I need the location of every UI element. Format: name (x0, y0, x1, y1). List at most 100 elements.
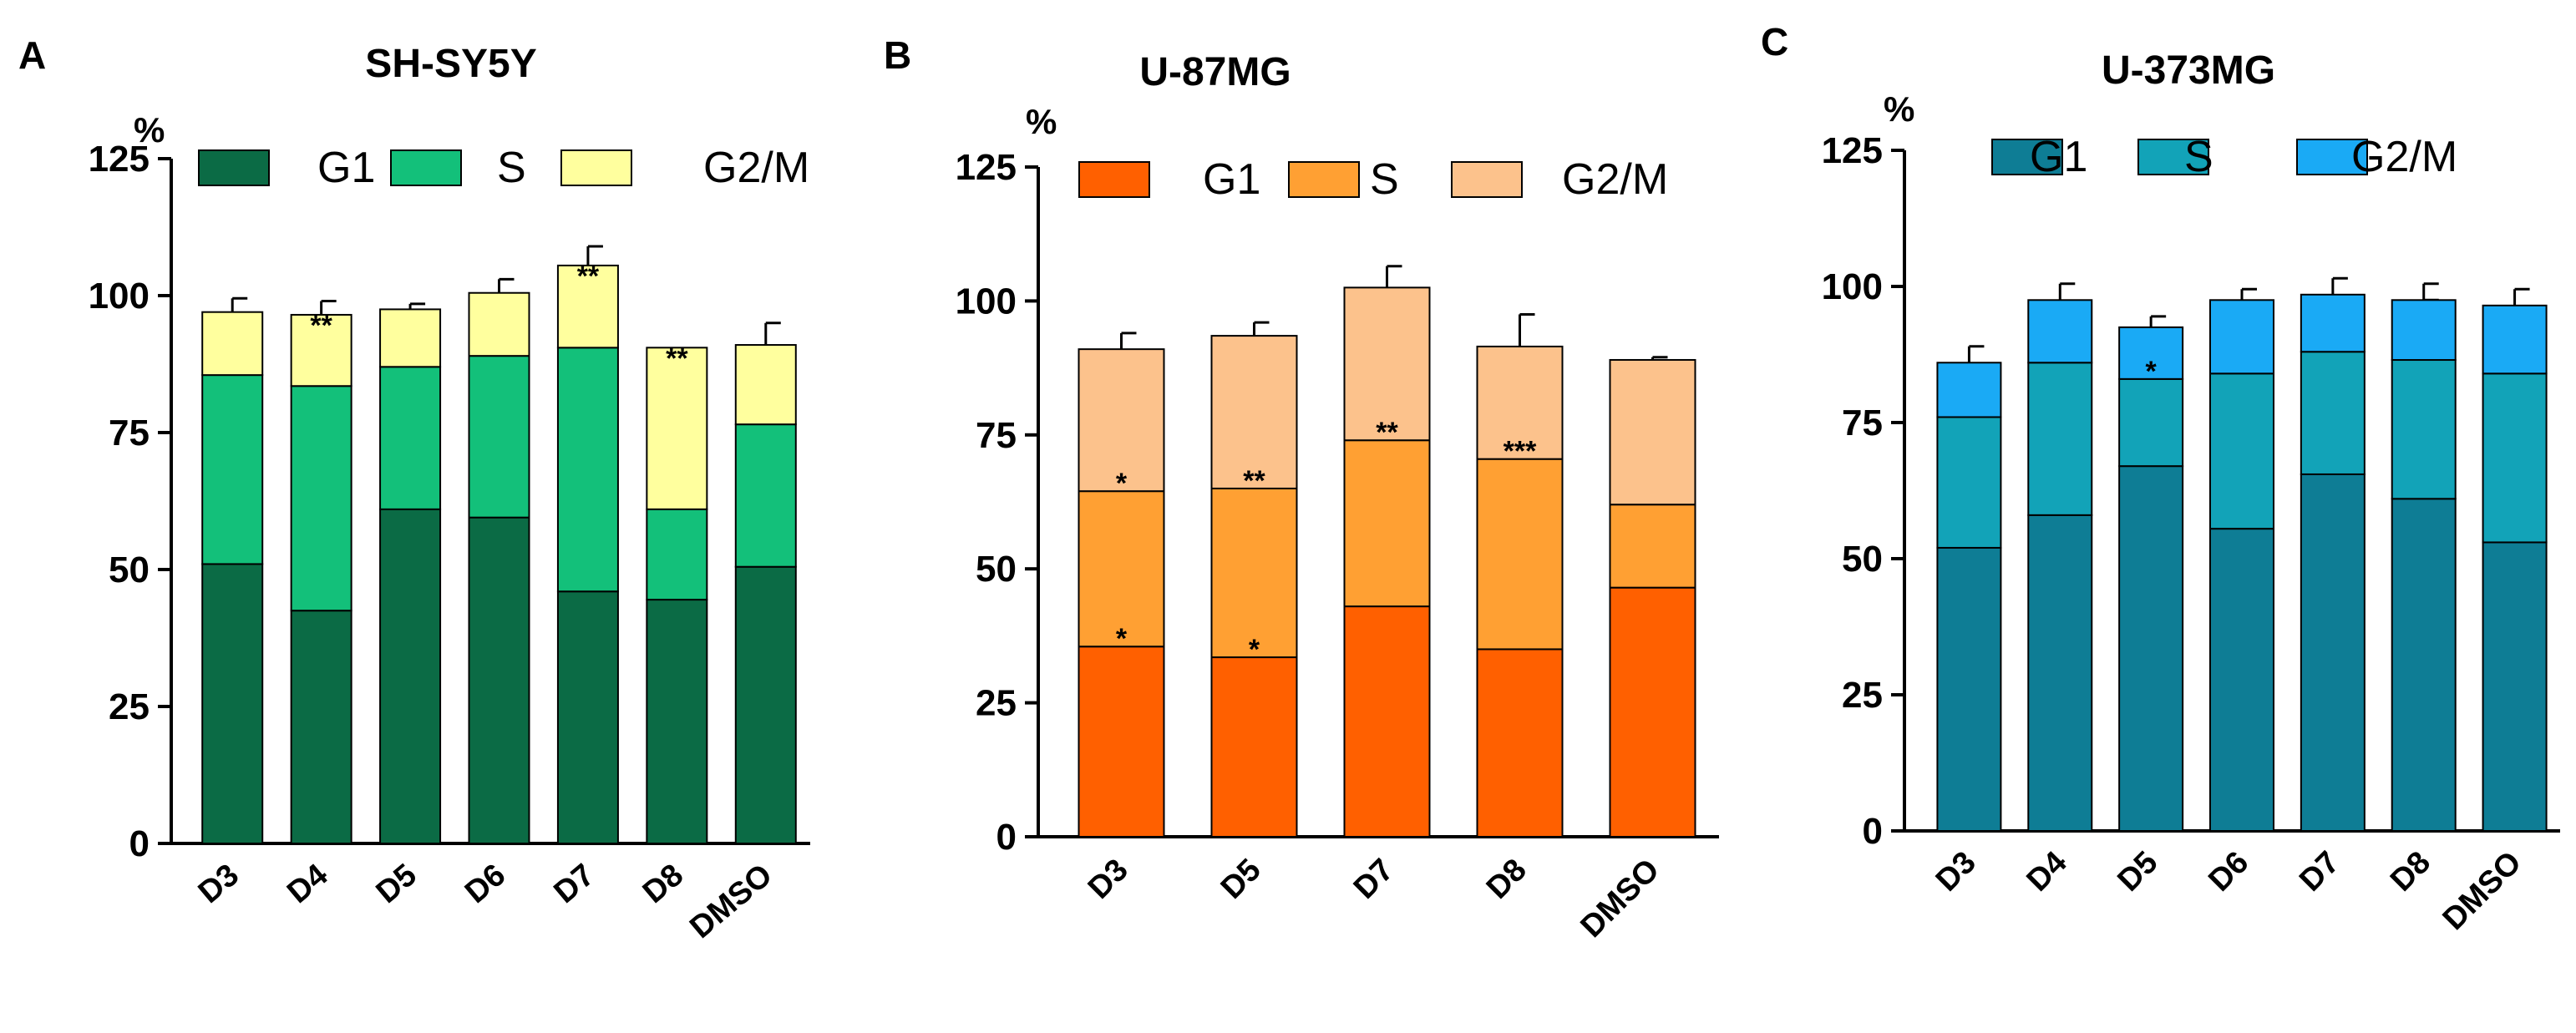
panel-letter: B (884, 33, 911, 77)
bar-s-d8 (646, 508, 708, 601)
panel-letter: C (1761, 20, 1788, 63)
bar-s-d3 (1936, 416, 2002, 549)
bar-g2m-d3 (1936, 362, 2002, 418)
bar-g1-d4 (2027, 514, 2093, 833)
bar-s-d5 (379, 366, 442, 510)
bar-g2m-dmso (2482, 304, 2548, 375)
bar-s-d5 (1210, 487, 1298, 659)
significance-marker: * (1116, 623, 1128, 655)
y-tick-label: 50 (1842, 539, 1883, 580)
legend-swatch-g2m (560, 149, 632, 186)
x-tick-label: D7 (548, 858, 601, 910)
significance-marker: ** (666, 342, 688, 374)
bar-s-dmso (734, 423, 797, 568)
bar-g1-d6 (468, 516, 530, 844)
bar-g1-d7 (1343, 605, 1431, 838)
bar-g1-d5 (379, 508, 442, 845)
legend-swatch-s (2137, 139, 2209, 175)
chart-title: SH-SY5Y (365, 42, 536, 86)
y-tick-label: 50 (109, 549, 150, 590)
y-tick-label: 25 (976, 683, 1017, 724)
bar-s-d8 (1476, 458, 1564, 651)
bar-g2m-d3 (1078, 348, 1165, 493)
bar-g1-d5 (1210, 656, 1298, 838)
legend-label: S (497, 144, 526, 192)
legend-label: G2/M (703, 144, 809, 192)
y-tick-label: 0 (1863, 811, 1883, 852)
bar-s-d3 (201, 374, 264, 565)
y-tick-label: 75 (109, 413, 150, 453)
y-axis-label: % (1026, 102, 1057, 141)
x-tick-label: D8 (2384, 845, 2437, 899)
bar-s-d8 (2391, 359, 2457, 500)
legend-swatch-g1 (1991, 139, 2063, 175)
bar-s-d7 (1343, 439, 1431, 608)
x-tick-label: D6 (459, 858, 512, 910)
x-tick-label: D3 (1929, 845, 1983, 899)
bar-s-dmso (2482, 372, 2548, 544)
significance-marker: ** (1243, 465, 1265, 497)
y-axis-label: % (134, 110, 165, 149)
significance-marker: * (1116, 468, 1128, 499)
legend-label: S (1370, 155, 1399, 204)
bar-g2m-d6 (468, 291, 530, 357)
x-tick-label: DMSO (683, 858, 778, 945)
bar-g1-d5 (2118, 465, 2184, 832)
y-tick-label: 100 (89, 276, 150, 316)
x-tick-label: D3 (1082, 853, 1135, 906)
x-tick-label: DMSO (2437, 845, 2528, 937)
bar-g2m-d5 (1210, 335, 1298, 489)
bar-g1-d3 (1078, 646, 1165, 838)
legend-label: G2/M (2351, 133, 2457, 181)
legend-swatch-g2m (2296, 139, 2368, 175)
y-tick-label: 75 (1842, 403, 1883, 443)
x-tick-label: D6 (2202, 845, 2255, 899)
x-tick-label: D8 (1480, 853, 1534, 906)
x-tick-label: D5 (2111, 845, 2164, 899)
y-tick-label: 0 (129, 823, 150, 864)
legend-swatch-g2m (1451, 161, 1523, 198)
significance-marker: *** (1504, 436, 1537, 468)
bar-g2m-d4 (2027, 299, 2093, 364)
bar-g2m-d8 (1476, 345, 1564, 460)
significance-marker: * (1249, 634, 1260, 666)
bar-g1-d3 (201, 563, 264, 844)
x-tick-label: D5 (1214, 853, 1268, 906)
bar-g1-d8 (1476, 648, 1564, 838)
bar-g1-dmso (734, 565, 797, 844)
y-tick-label: 125 (89, 139, 150, 180)
bar-g1-d8 (646, 599, 708, 845)
bar-g1-dmso (2482, 541, 2548, 832)
legend-label: G1 (1203, 155, 1260, 204)
bar-g1-d6 (2209, 528, 2274, 832)
x-tick-label: D4 (2021, 845, 2074, 899)
chart-title: U-87MG (1139, 50, 1291, 94)
x-tick-label: D4 (281, 858, 334, 910)
bar-s-d6 (468, 355, 530, 519)
y-tick-label: 25 (109, 686, 150, 727)
legend-label: G1 (2030, 133, 2087, 181)
x-tick-label: D5 (370, 858, 423, 910)
significance-marker: ** (310, 310, 332, 342)
panel-letter: A (18, 33, 46, 77)
bar-g1-dmso (1609, 586, 1696, 838)
bar-g2m-d5 (379, 308, 442, 368)
bar-s-dmso (1609, 504, 1696, 589)
x-tick-label: D8 (636, 858, 690, 910)
legend-label: S (2184, 133, 2213, 181)
bar-s-d4 (2027, 362, 2093, 516)
y-axis-label: % (1884, 89, 1914, 129)
y-tick-label: 125 (1822, 130, 1883, 171)
y-tick-label: 100 (1822, 266, 1883, 307)
bar-g2m-d3 (201, 311, 264, 377)
bar-g2m-dmso (1609, 358, 1696, 506)
y-tick-label: 0 (996, 817, 1017, 858)
chart-panel-c: C U-373MG% 0 25 50 75 100 125 G1 S G2/M D3 D4 D5 * D6 D7… (1761, 20, 2560, 937)
significance-marker: ** (577, 261, 600, 292)
legend-label: G1 (317, 144, 375, 192)
bar-g2m-d6 (2209, 299, 2274, 375)
bar-g1-d7 (2300, 473, 2366, 832)
bar-g2m-dmso (734, 344, 797, 426)
